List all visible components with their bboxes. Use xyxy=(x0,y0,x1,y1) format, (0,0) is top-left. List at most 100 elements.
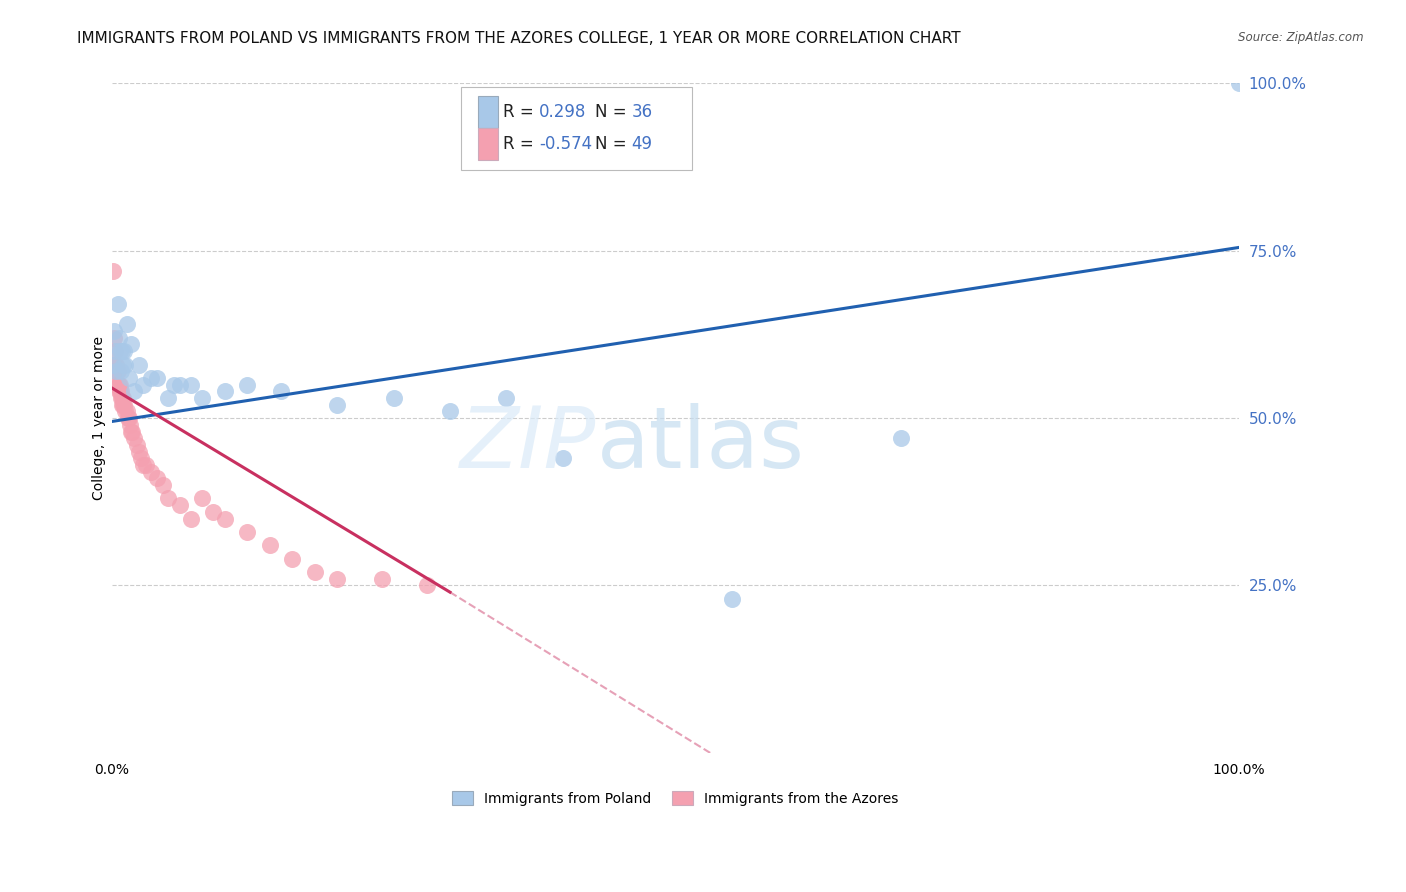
Point xyxy=(103,324,125,338)
Text: N =: N = xyxy=(595,136,633,153)
Text: -0.574: -0.574 xyxy=(538,136,592,153)
Point xyxy=(281,551,304,566)
Point xyxy=(135,458,157,472)
Point xyxy=(111,391,134,405)
Point xyxy=(107,384,129,399)
Point xyxy=(124,384,146,399)
Point xyxy=(214,511,236,525)
Point xyxy=(104,344,127,359)
Point xyxy=(163,377,186,392)
Point xyxy=(111,398,134,412)
Text: 49: 49 xyxy=(631,136,652,153)
Point xyxy=(112,358,135,372)
Point xyxy=(112,398,135,412)
Point xyxy=(720,591,742,606)
Point xyxy=(107,377,129,392)
Text: ZIP: ZIP xyxy=(460,403,596,486)
Point xyxy=(236,524,259,539)
Point xyxy=(108,384,131,399)
Point xyxy=(107,364,129,378)
Point xyxy=(551,451,574,466)
Point xyxy=(326,572,349,586)
Point xyxy=(152,478,174,492)
Point xyxy=(111,344,134,359)
Point xyxy=(180,511,202,525)
Point xyxy=(107,377,129,392)
Point xyxy=(141,465,163,479)
Point xyxy=(439,404,461,418)
Point xyxy=(180,377,202,392)
Point xyxy=(202,505,225,519)
Text: N =: N = xyxy=(595,103,633,121)
Point xyxy=(157,391,180,405)
Text: Source: ZipAtlas.com: Source: ZipAtlas.com xyxy=(1239,31,1364,45)
Bar xyxy=(478,96,499,128)
Text: R =: R = xyxy=(503,103,538,121)
Point xyxy=(146,371,169,385)
Point xyxy=(105,358,128,372)
Point xyxy=(114,404,136,418)
Point xyxy=(118,417,141,432)
Point xyxy=(326,398,349,412)
Point xyxy=(132,458,155,472)
Text: atlas: atlas xyxy=(596,403,804,486)
Point xyxy=(169,377,191,392)
Point xyxy=(141,371,163,385)
Point xyxy=(115,404,138,418)
Point xyxy=(104,364,127,378)
Point xyxy=(214,384,236,399)
Point xyxy=(890,431,912,445)
Point xyxy=(118,371,141,385)
Point xyxy=(105,377,128,392)
Point xyxy=(110,364,132,378)
Point xyxy=(132,377,155,392)
Point xyxy=(270,384,292,399)
Point xyxy=(115,318,138,332)
Point xyxy=(118,411,141,425)
Point xyxy=(112,344,135,359)
Point xyxy=(120,425,142,439)
Point xyxy=(103,331,125,345)
Point xyxy=(371,572,394,586)
Point xyxy=(103,358,125,372)
Point xyxy=(1227,77,1250,91)
Point xyxy=(112,391,135,405)
Point xyxy=(146,471,169,485)
Point xyxy=(108,377,131,392)
Text: 36: 36 xyxy=(631,103,652,121)
Point xyxy=(191,491,214,506)
Text: IMMIGRANTS FROM POLAND VS IMMIGRANTS FROM THE AZORES COLLEGE, 1 YEAR OR MORE COR: IMMIGRANTS FROM POLAND VS IMMIGRANTS FRO… xyxy=(77,31,960,46)
Point xyxy=(128,444,150,458)
Point xyxy=(304,565,326,579)
Point xyxy=(104,344,127,359)
FancyBboxPatch shape xyxy=(461,87,692,170)
Point xyxy=(107,331,129,345)
Text: 0.298: 0.298 xyxy=(538,103,586,121)
Point xyxy=(495,391,517,405)
Point xyxy=(110,384,132,399)
Point xyxy=(114,358,136,372)
Point xyxy=(107,297,129,311)
Point xyxy=(382,391,405,405)
Point xyxy=(129,451,152,466)
Point xyxy=(101,358,124,372)
Point xyxy=(157,491,180,506)
Point xyxy=(101,264,124,278)
Point xyxy=(128,358,150,372)
Point xyxy=(416,578,439,592)
Point xyxy=(120,337,142,351)
Point xyxy=(191,391,214,405)
Point xyxy=(124,431,146,445)
Point xyxy=(105,364,128,378)
Point xyxy=(112,398,135,412)
Y-axis label: College, 1 year or more: College, 1 year or more xyxy=(93,336,107,500)
Point xyxy=(110,391,132,405)
Point xyxy=(169,498,191,512)
Bar xyxy=(478,128,499,161)
Point xyxy=(121,425,143,439)
Legend: Immigrants from Poland, Immigrants from the Azores: Immigrants from Poland, Immigrants from … xyxy=(446,784,905,813)
Text: R =: R = xyxy=(503,136,538,153)
Point xyxy=(117,411,139,425)
Point xyxy=(108,344,131,359)
Point xyxy=(125,438,148,452)
